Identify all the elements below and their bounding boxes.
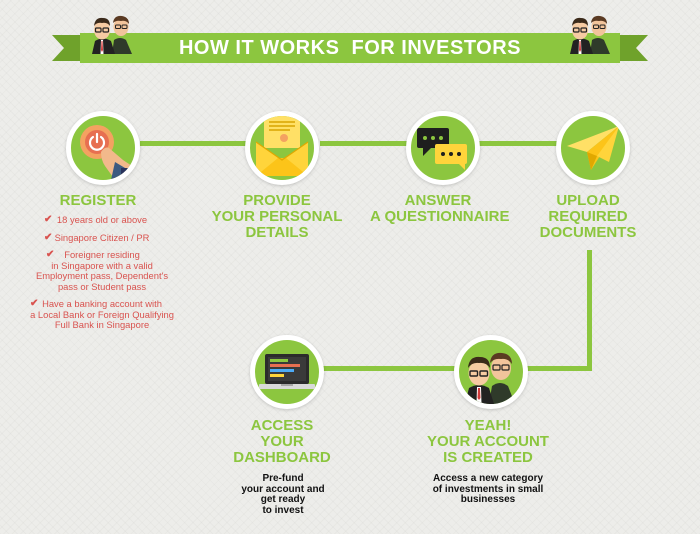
description-line: Pre-fund	[262, 473, 304, 484]
step-questionnaire-title: ANSWER A QUESTIONNAIRE	[370, 192, 510, 225]
step-provide-details-title: PROVIDE YOUR PERSONAL DETAILS	[210, 193, 344, 241]
step-dashboard-title: ACCESS YOUR DASHBOARD	[214, 418, 350, 466]
check-icon: ✔	[30, 298, 39, 309]
requirement-item: ✔ Have a banking account with a Local Ba…	[24, 298, 180, 331]
dashboard-description: Pre-fund your account and get ready to i…	[224, 473, 342, 516]
title-line: YEAH!	[464, 417, 512, 434]
check-icon: ✔	[44, 214, 53, 225]
title-banner: HOW IT WORKS FOR INVESTORS	[52, 33, 648, 63]
check-icon: ✔	[44, 231, 53, 243]
title-line: PROVIDE	[243, 192, 311, 209]
page-title: HOW IT WORKS FOR INVESTORS	[178, 37, 522, 59]
connector-line	[477, 141, 557, 146]
requirement-line: in Singapore with a valid	[51, 259, 153, 271]
requirement-line: 18 years old or above	[56, 214, 148, 225]
account-created-description: Access a new category of investments in …	[418, 473, 558, 506]
requirement-item: ✔ Foreigner residing in Singapore with a…	[24, 249, 180, 292]
step-upload-documents-circle	[556, 111, 630, 185]
two-men-avatar-icon	[465, 352, 515, 404]
title-line: YOUR	[260, 433, 304, 450]
requirement-line: a Local Bank or Foreign Qualifying	[30, 308, 174, 320]
requirement-item: ✔ Singapore Citizen / PR	[24, 231, 180, 244]
step-questionnaire-circle	[406, 111, 480, 185]
title-line: ANSWER	[404, 192, 472, 209]
title-line: YOUR ACCOUNT	[427, 433, 549, 450]
connector-line	[320, 141, 410, 146]
step-provide-details-circle	[245, 111, 319, 185]
description-line: Access a new category	[432, 473, 544, 484]
description-line: businesses	[460, 494, 516, 505]
chat-bubbles-icon	[417, 128, 467, 170]
title-line: A QUESTIONNAIRE	[370, 208, 510, 225]
hand-press-button-icon	[80, 125, 135, 180]
register-requirements: ✔ 18 years old or above ✔ Singapore Citi…	[24, 214, 180, 338]
requirement-item: ✔ 18 years old or above	[24, 214, 180, 226]
requirement-line: pass or Student pass	[57, 280, 147, 292]
requirement-line: Have a banking account with	[42, 298, 162, 309]
requirement-line: Foreigner residing	[64, 249, 140, 260]
connector-line	[527, 366, 592, 371]
paper-plane-icon	[567, 126, 619, 170]
step-account-created-title: YEAH! YOUR ACCOUNT IS CREATED	[420, 418, 556, 466]
title-line: DASHBOARD	[233, 449, 331, 466]
title-line: REQUIRED	[548, 208, 628, 225]
two-men-avatar-icon	[566, 10, 616, 54]
title-line: DETAILS	[245, 224, 309, 241]
step-register-circle	[66, 111, 140, 185]
connector-line	[318, 366, 458, 371]
description-line: to invest	[262, 504, 304, 516]
title-line: ACCESS	[250, 417, 314, 434]
step-dashboard-circle	[250, 335, 324, 409]
laptop-dashboard-icon	[259, 354, 315, 389]
connector-line	[140, 141, 250, 146]
description-line: of investments in small	[432, 483, 544, 495]
envelope-letter-icon	[255, 116, 309, 176]
description-line: get ready	[260, 494, 306, 505]
step-account-created-circle	[454, 335, 528, 409]
check-icon: ✔	[46, 249, 55, 260]
title-line: UPLOAD	[556, 192, 620, 209]
title-line: REGISTER	[59, 192, 137, 209]
requirement-line: Employment pass, Dependent's	[35, 270, 169, 281]
title-line: IS CREATED	[443, 449, 533, 466]
requirement-line: Full Bank in Singapore	[54, 319, 150, 330]
description-line: your account and	[241, 483, 325, 495]
title-line: YOUR PERSONAL	[211, 208, 343, 225]
connector-line	[587, 250, 592, 370]
two-men-avatar-icon	[88, 10, 138, 54]
step-register-title: REGISTER	[30, 193, 166, 209]
step-upload-documents-title: UPLOAD REQUIRED DOCUMENTS	[522, 193, 654, 241]
title-line: DOCUMENTS	[539, 224, 637, 241]
requirement-line: Singapore Citizen / PR	[54, 231, 150, 243]
ribbon-shape	[52, 33, 648, 63]
